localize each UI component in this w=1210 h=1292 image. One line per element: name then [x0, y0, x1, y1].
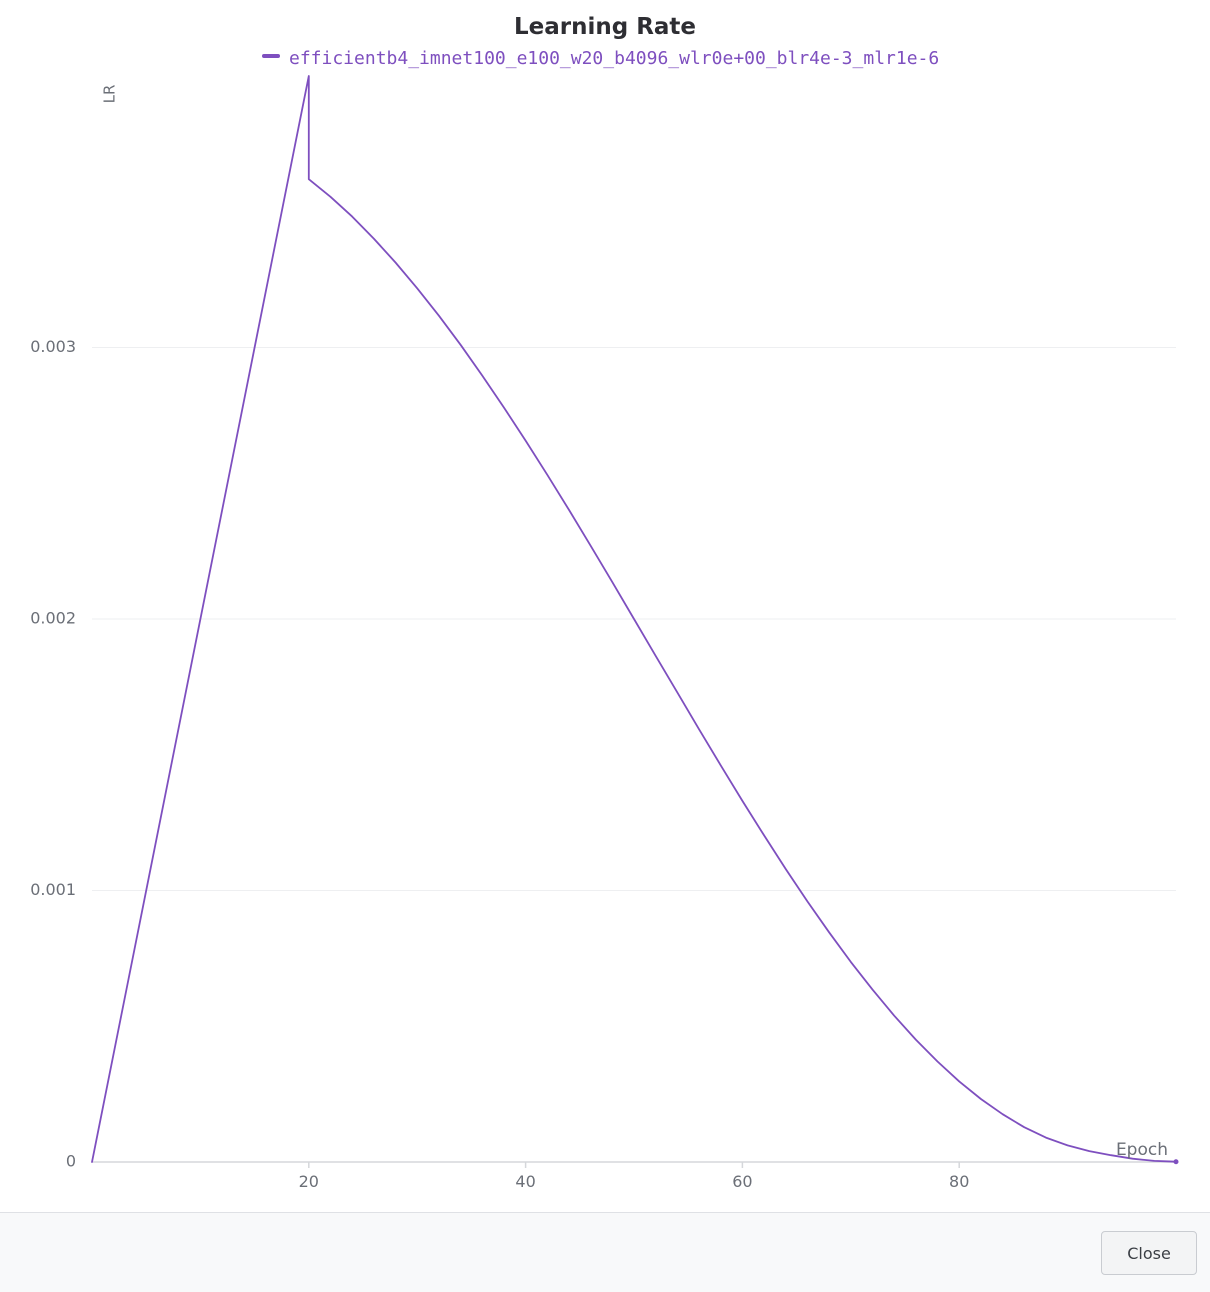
x-axis-label: Epoch	[1116, 1140, 1168, 1160]
y-tick-label: 0.001	[30, 880, 76, 899]
x-tick-label: 60	[732, 1172, 752, 1191]
dialog-footer: Close	[0, 1212, 1210, 1292]
y-tick-label: 0.003	[30, 337, 76, 356]
chart-title: Learning Rate	[513, 14, 697, 40]
line-chart: 0 0.001 0.002 0.003 20 40 60 80 LR Epoch	[30, 75, 1179, 1191]
chart-panel: 0 0.001 0.002 0.003 20 40 60 80 LR Epoch Learni…	[30, 14, 1179, 1191]
close-button[interactable]: Close	[1101, 1231, 1197, 1275]
x-tick-label: 80	[949, 1172, 969, 1191]
axes: 0 0.001 0.002 0.003 20 40 60 80	[30, 337, 1176, 1191]
y-tick-label: 0	[66, 1152, 76, 1171]
x-tick-label: 40	[515, 1172, 535, 1191]
series-layer	[91, 75, 1179, 1165]
legend[interactable]: efficientb4_imnet100_e100_w20_b4096_wlr0…	[262, 48, 939, 69]
y-axis-label: LR	[101, 85, 119, 104]
legend-swatch	[262, 53, 280, 58]
series-line	[91, 75, 1177, 1163]
series-end-point	[1173, 1159, 1179, 1165]
legend-label: efficientb4_imnet100_e100_w20_b4096_wlr0…	[289, 48, 940, 69]
y-tick-label: 0.002	[30, 609, 76, 628]
x-tick-label: 20	[299, 1172, 319, 1191]
